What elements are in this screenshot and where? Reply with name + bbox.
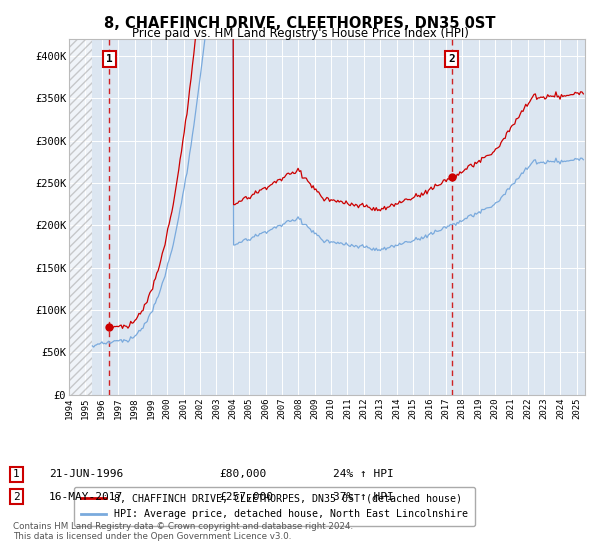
Text: 2: 2 — [13, 492, 20, 502]
Text: 24% ↑ HPI: 24% ↑ HPI — [333, 469, 394, 479]
Legend: 8, CHAFFINCH DRIVE, CLEETHORPES, DN35 0ST (detached house), HPI: Average price, : 8, CHAFFINCH DRIVE, CLEETHORPES, DN35 0S… — [74, 487, 475, 526]
Text: Contains HM Land Registry data © Crown copyright and database right 2024.
This d: Contains HM Land Registry data © Crown c… — [13, 522, 353, 542]
Text: 37% ↑ HPI: 37% ↑ HPI — [333, 492, 394, 502]
Text: 1: 1 — [106, 54, 113, 64]
Text: 8, CHAFFINCH DRIVE, CLEETHORPES, DN35 0ST: 8, CHAFFINCH DRIVE, CLEETHORPES, DN35 0S… — [104, 16, 496, 31]
Text: £80,000: £80,000 — [219, 469, 266, 479]
Text: £257,000: £257,000 — [219, 492, 273, 502]
Bar — [69, 39, 92, 395]
Text: Price paid vs. HM Land Registry's House Price Index (HPI): Price paid vs. HM Land Registry's House … — [131, 27, 469, 40]
Text: 2: 2 — [448, 54, 455, 64]
Text: 1: 1 — [13, 469, 20, 479]
Text: 16-MAY-2017: 16-MAY-2017 — [49, 492, 124, 502]
Text: 21-JUN-1996: 21-JUN-1996 — [49, 469, 124, 479]
